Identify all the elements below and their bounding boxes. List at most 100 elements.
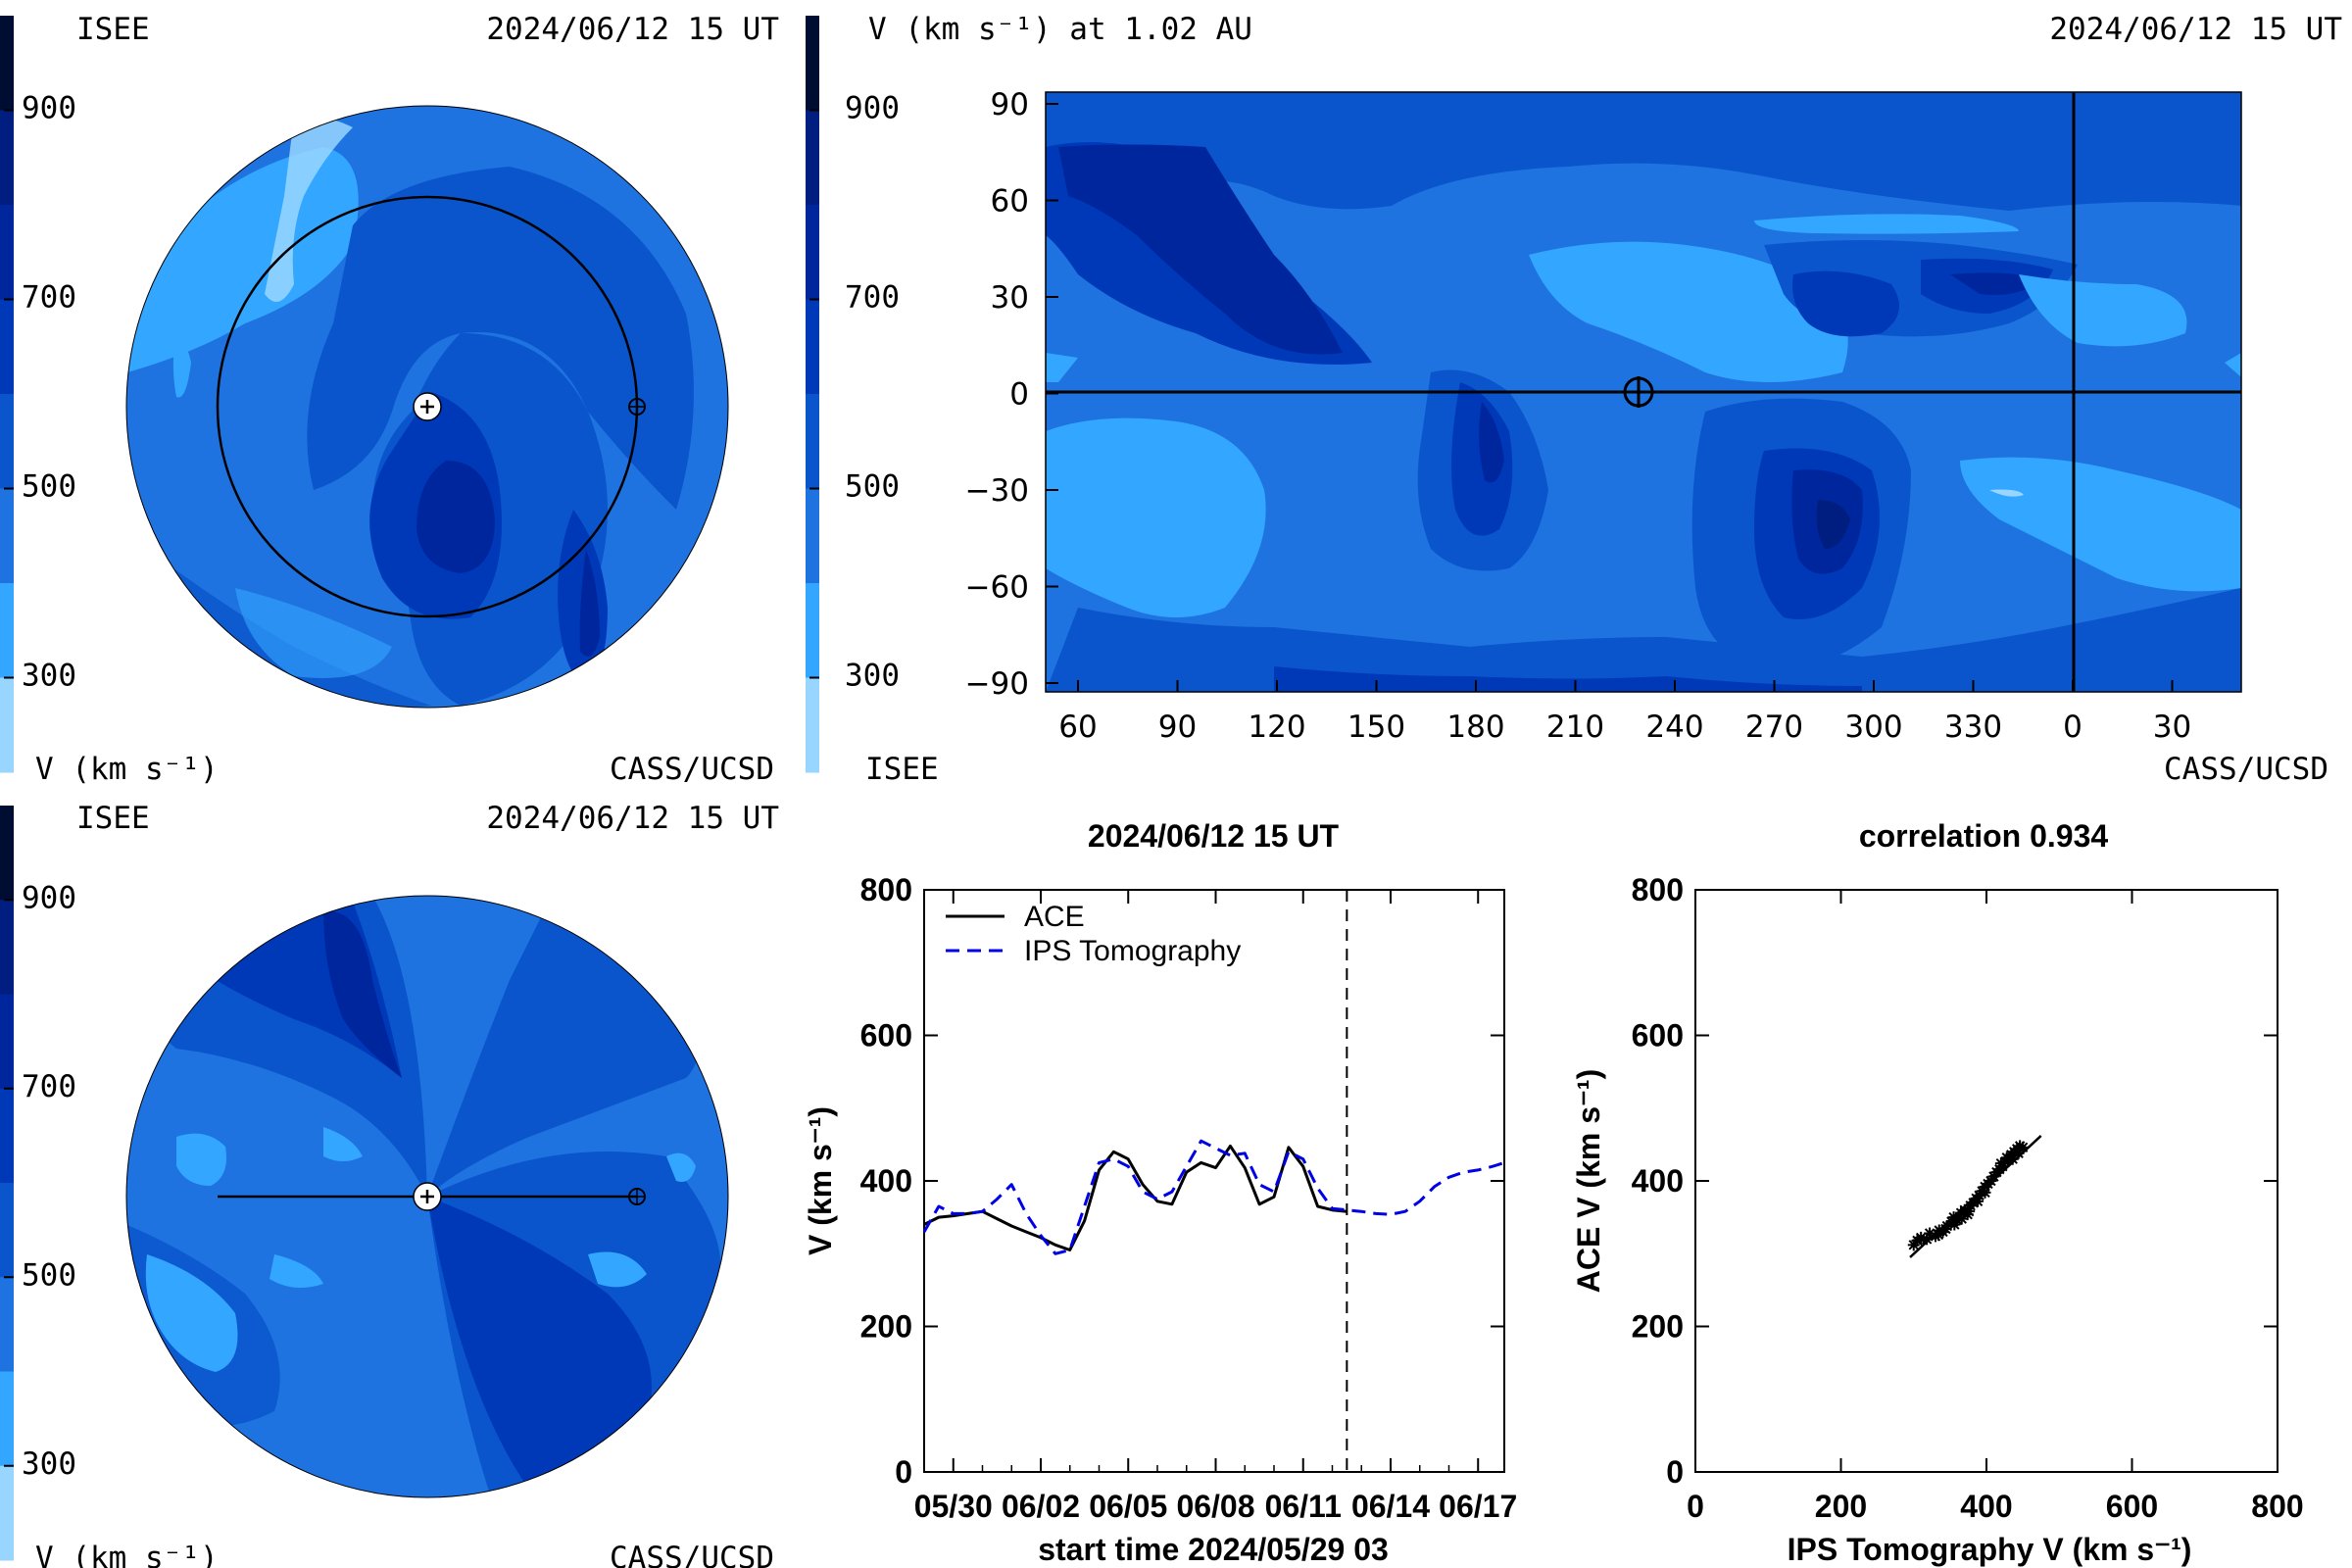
earth-icon-side bbox=[628, 1188, 646, 1205]
panel-bl-units-label: V (km s⁻¹) bbox=[35, 1541, 219, 1568]
scatter-point bbox=[1996, 1160, 2009, 1173]
colorbar-band bbox=[806, 110, 819, 206]
scatter-point bbox=[1930, 1230, 1942, 1243]
map-y-tick-label: 60 bbox=[991, 184, 1029, 220]
map-x-axis: 60 90 120 150 180 210 240 270 300 330 0 30 bbox=[1058, 680, 2191, 745]
timeseries-frame bbox=[923, 889, 1505, 1473]
colorbar-tick-label: 500 bbox=[22, 469, 76, 505]
ts-x-tick-label: 06/17 bbox=[1439, 1489, 1517, 1524]
colorbar-band bbox=[806, 205, 819, 300]
timeseries-title: 2024/06/12 15 UT bbox=[1088, 818, 1340, 854]
earth-icon-map bbox=[1623, 376, 1654, 408]
colorbar-band bbox=[806, 583, 819, 678]
colorbar-band bbox=[806, 16, 819, 111]
panel-bottom-left: 900 700 500 300 ISEE 2024/06/12 15 UT V (km… bbox=[0, 801, 779, 1568]
sc-y-tick-label: 600 bbox=[1632, 1018, 1684, 1054]
timeseries-axes: 0 200 400 600 800 05/30 06/02 06/05 06/08 06/11 06… bbox=[860, 872, 1518, 1524]
scatter-point bbox=[1958, 1203, 1971, 1216]
ace-series-line bbox=[923, 1144, 1348, 1251]
colorbar-tick-label: 900 bbox=[22, 91, 76, 126]
scatter-title: correlation 0.934 bbox=[1859, 818, 2109, 854]
colorbar-band bbox=[0, 1371, 14, 1467]
colorbar-tick-label: 900 bbox=[845, 91, 900, 126]
colorbar-tick-label: 300 bbox=[22, 1446, 76, 1482]
map-x-tick-label: 300 bbox=[1844, 710, 1902, 745]
legend-ace-label: ACE bbox=[1024, 901, 1085, 933]
colorbar-tick-label: 300 bbox=[845, 659, 900, 694]
scatter-point bbox=[1994, 1157, 2007, 1170]
ts-x-tick-label: 05/30 bbox=[914, 1489, 993, 1524]
ts-y-tick-label: 200 bbox=[860, 1309, 912, 1345]
colorbar-band bbox=[0, 1183, 14, 1278]
colorbar-band bbox=[806, 488, 819, 584]
timeseries-panel: 2024/06/12 15 UT 0 200 400 600 800 05/30 06/02… bbox=[803, 818, 1517, 1567]
scatter-point bbox=[2017, 1141, 2030, 1153]
scatter-xlabel: IPS Tomography V (km s⁻¹) bbox=[1788, 1532, 2192, 1567]
scatter-point bbox=[1915, 1231, 1928, 1244]
sc-x-tick-label: 400 bbox=[1960, 1489, 2012, 1524]
colorbar-band bbox=[0, 299, 14, 395]
colorbar-tick-label: 300 bbox=[22, 659, 76, 694]
colorbar-tick-label: 700 bbox=[845, 280, 900, 316]
sc-x-tick-label: 0 bbox=[1687, 1489, 1704, 1524]
scatter-point bbox=[1987, 1170, 2000, 1183]
map-x-tick-label: 330 bbox=[1944, 710, 2002, 745]
earth-icon bbox=[628, 398, 646, 416]
map-timestamp: 2024/06/12 15 UT bbox=[2049, 12, 2342, 47]
ts-x-tick-label: 06/08 bbox=[1176, 1489, 1254, 1524]
sc-x-tick-label: 600 bbox=[2106, 1489, 2158, 1524]
scatter-point bbox=[1932, 1228, 1944, 1241]
sc-x-tick-label: 200 bbox=[1815, 1489, 1867, 1524]
map-x-tick-label: 240 bbox=[1645, 710, 1703, 745]
colorbar-top-right: 900 700 500 300 bbox=[806, 16, 900, 773]
timeseries-xlabel: start time 2024/05/29 03 bbox=[1038, 1532, 1389, 1567]
ts-y-tick-label: 400 bbox=[860, 1163, 912, 1199]
legend-ips-label: IPS Tomography bbox=[1024, 935, 1241, 967]
colorbar-band bbox=[0, 110, 14, 206]
timeseries-legend: ACE IPS Tomography bbox=[946, 901, 1241, 967]
map-x-tick-label: 150 bbox=[1348, 710, 1405, 745]
map-y-tick-label: −30 bbox=[965, 473, 1029, 509]
colorbar-band bbox=[806, 677, 819, 773]
ts-x-tick-label: 06/05 bbox=[1089, 1489, 1167, 1524]
map-title: V (km s⁻¹) at 1.02 AU bbox=[868, 12, 1252, 47]
sc-y-tick-label: 200 bbox=[1632, 1309, 1684, 1345]
map-x-tick-label: 120 bbox=[1248, 710, 1305, 745]
colorbar-band bbox=[0, 1277, 14, 1372]
scatter-point bbox=[1967, 1197, 1980, 1209]
map-cass-label: CASS/UCSD bbox=[2164, 752, 2328, 787]
ts-x-tick-label: 06/02 bbox=[1002, 1489, 1080, 1524]
timeseries-series bbox=[922, 1139, 1505, 1255]
map-y-axis: 90 60 30 0 −30 −60 −90 bbox=[965, 87, 1058, 702]
panel-bl-timestamp: 2024/06/12 15 UT bbox=[486, 801, 779, 836]
colorbar-tick-label: 900 bbox=[22, 880, 76, 915]
sc-y-tick-label: 800 bbox=[1632, 872, 1684, 907]
scatter-points bbox=[1907, 1135, 2042, 1258]
map-x-tick-label: 90 bbox=[1158, 710, 1197, 745]
scatter-point bbox=[1976, 1185, 1988, 1198]
panel-tl-timestamp: 2024/06/12 15 UT bbox=[486, 12, 779, 47]
scatter-point bbox=[2006, 1152, 2019, 1165]
colorbar-tick-label: 500 bbox=[845, 469, 900, 505]
ts-y-tick-label: 800 bbox=[860, 872, 912, 907]
map-x-tick-label: 60 bbox=[1058, 710, 1097, 745]
colorbar-band bbox=[0, 488, 14, 584]
scatter-point bbox=[1973, 1189, 1985, 1201]
sc-x-tick-label: 800 bbox=[2251, 1489, 2303, 1524]
scatter-point bbox=[1979, 1186, 1991, 1199]
colorbar-band bbox=[0, 806, 14, 901]
colorbar-top-left: 900 700 500 300 bbox=[0, 16, 76, 773]
ips-series-line bbox=[922, 1139, 1505, 1255]
colorbar-band bbox=[0, 394, 14, 489]
panel-bl-cass-label: CASS/UCSD bbox=[610, 1541, 774, 1568]
colorbar-band bbox=[0, 583, 14, 678]
panel-bl-isee-label: ISEE bbox=[76, 801, 150, 836]
scatter-point bbox=[1924, 1227, 1936, 1240]
map-x-tick-label: 180 bbox=[1446, 710, 1504, 745]
scatter-point bbox=[1972, 1195, 1984, 1207]
map-x-tick-label: 0 bbox=[2063, 710, 2082, 745]
scatter-point bbox=[1951, 1214, 1964, 1227]
colorbar-band bbox=[0, 16, 14, 111]
